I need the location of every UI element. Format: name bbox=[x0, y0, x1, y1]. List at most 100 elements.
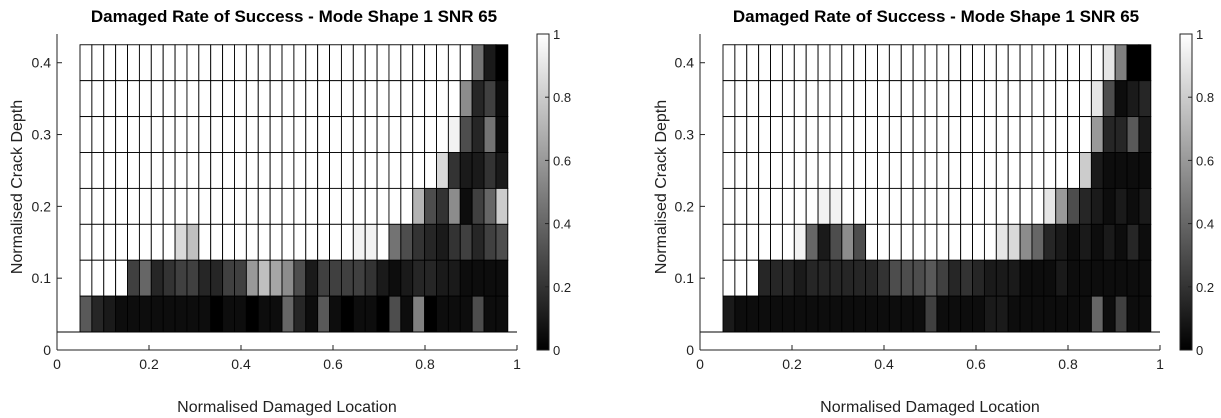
heatmap-cell bbox=[829, 80, 843, 118]
heatmap-cell bbox=[817, 152, 831, 189]
heatmap-cell bbox=[995, 223, 1009, 261]
heatmap-cell bbox=[281, 80, 295, 118]
heatmap-cell bbox=[162, 116, 176, 153]
y-tick-label: 0.1 bbox=[675, 270, 695, 286]
heatmap-cell bbox=[127, 187, 140, 225]
heatmap-cell bbox=[1102, 295, 1116, 333]
heatmap-cell bbox=[1019, 152, 1033, 189]
heatmap-cell bbox=[900, 80, 914, 118]
heatmap-cell bbox=[388, 44, 402, 82]
heatmap-cell bbox=[483, 44, 497, 82]
heatmap-cell bbox=[948, 259, 962, 297]
heatmap-cell bbox=[1138, 152, 1152, 189]
heatmap-cell bbox=[257, 152, 271, 189]
heatmap-cell bbox=[293, 259, 307, 297]
heatmap-cell bbox=[1067, 116, 1080, 153]
heatmap-cell bbox=[174, 116, 188, 153]
heatmap-cell bbox=[1079, 259, 1092, 297]
heatmap-cell bbox=[91, 223, 105, 261]
heatmap-cell bbox=[900, 116, 914, 153]
heatmap-cell bbox=[924, 152, 938, 189]
heatmap-cell bbox=[91, 152, 105, 189]
heatmap-cell bbox=[174, 152, 188, 189]
heatmap-cell bbox=[340, 187, 354, 225]
heatmap-cell bbox=[1007, 152, 1021, 189]
heatmap-cell bbox=[162, 80, 176, 118]
heatmap-cell bbox=[1031, 116, 1045, 153]
heatmap-cell bbox=[281, 259, 295, 297]
heatmap-cell bbox=[912, 80, 926, 118]
heatmap-cell bbox=[758, 44, 771, 82]
y-tick-label: 0.3 bbox=[32, 127, 52, 143]
heatmap-cell bbox=[805, 259, 819, 297]
heatmap-cell bbox=[483, 223, 497, 261]
heatmap-cell bbox=[1114, 223, 1128, 261]
heatmap-cell bbox=[150, 187, 164, 225]
heatmap-cell bbox=[924, 44, 938, 82]
heatmap-cell bbox=[305, 152, 319, 189]
heatmap-cell bbox=[853, 80, 867, 118]
heatmap-cell bbox=[91, 80, 105, 118]
heatmap-cell bbox=[722, 295, 736, 333]
heatmap-cell bbox=[447, 295, 461, 333]
heatmap-cell bbox=[936, 80, 950, 118]
heatmap-cell bbox=[293, 152, 307, 189]
heatmap-cell bbox=[400, 116, 414, 153]
heatmap-cell bbox=[877, 223, 890, 261]
heatmap-cell bbox=[888, 187, 902, 225]
heatmap-cell bbox=[103, 152, 117, 189]
heatmap-cell bbox=[793, 152, 807, 189]
heatmap-cell bbox=[186, 44, 200, 82]
heatmap-cell bbox=[329, 187, 342, 225]
y-axis-label: Normalised Crack Depth bbox=[653, 100, 670, 274]
heatmap-cell bbox=[162, 259, 176, 297]
heatmap-cell bbox=[1126, 80, 1140, 118]
heatmap-cell bbox=[1055, 152, 1069, 189]
y-tick-label: 0.1 bbox=[32, 270, 52, 286]
heatmap-cell bbox=[483, 80, 497, 118]
heatmap-cell bbox=[1079, 187, 1092, 225]
heatmap-cell bbox=[1043, 80, 1057, 118]
heatmap-cell bbox=[948, 44, 962, 82]
heatmap-cell bbox=[352, 80, 366, 118]
heatmap-cell bbox=[1031, 295, 1045, 333]
heatmap-cell bbox=[483, 187, 497, 225]
heatmap-cell bbox=[1126, 152, 1140, 189]
heatmap-cell bbox=[1102, 116, 1116, 153]
heatmap-cell bbox=[329, 295, 342, 333]
heatmap-cell bbox=[495, 223, 509, 261]
heatmap-cell bbox=[972, 259, 985, 297]
x-tick-label: 0.6 bbox=[323, 356, 343, 372]
heatmap-cell bbox=[877, 295, 890, 333]
heatmap-cell bbox=[364, 295, 378, 333]
heatmap-cell bbox=[186, 152, 200, 189]
heatmap-cell bbox=[222, 223, 235, 261]
heatmap-cell bbox=[412, 44, 426, 82]
heatmap-cell bbox=[234, 116, 247, 153]
x-axis-label: Normalised Damaged Location bbox=[177, 399, 397, 416]
heatmap-cell bbox=[364, 223, 378, 261]
heatmap-cell bbox=[162, 223, 176, 261]
heatmap-cell bbox=[983, 187, 997, 225]
heatmap-cell bbox=[817, 259, 831, 297]
heatmap-cell bbox=[281, 44, 295, 82]
heatmap-cell bbox=[1031, 187, 1045, 225]
heatmap-cell bbox=[865, 116, 878, 153]
heatmap-cell bbox=[722, 152, 736, 189]
heatmap-cell bbox=[269, 187, 283, 225]
heatmap-cell bbox=[424, 80, 437, 118]
y-tick-label: 0.3 bbox=[675, 127, 695, 143]
heatmap-cells bbox=[79, 44, 509, 333]
heatmap-cell bbox=[388, 223, 402, 261]
heatmap-cell bbox=[912, 295, 926, 333]
heatmap-cell bbox=[1067, 295, 1080, 333]
heatmap-cell bbox=[91, 187, 105, 225]
heatmap-cell bbox=[388, 152, 402, 189]
heatmap-cell bbox=[364, 116, 378, 153]
heatmap-cell bbox=[983, 152, 997, 189]
heatmap-cell bbox=[138, 44, 152, 82]
heatmap-cell bbox=[424, 187, 437, 225]
heatmap-cell bbox=[115, 187, 128, 225]
chart-title: Damaged Rate of Success - Mode Shape 1 S… bbox=[91, 7, 497, 26]
